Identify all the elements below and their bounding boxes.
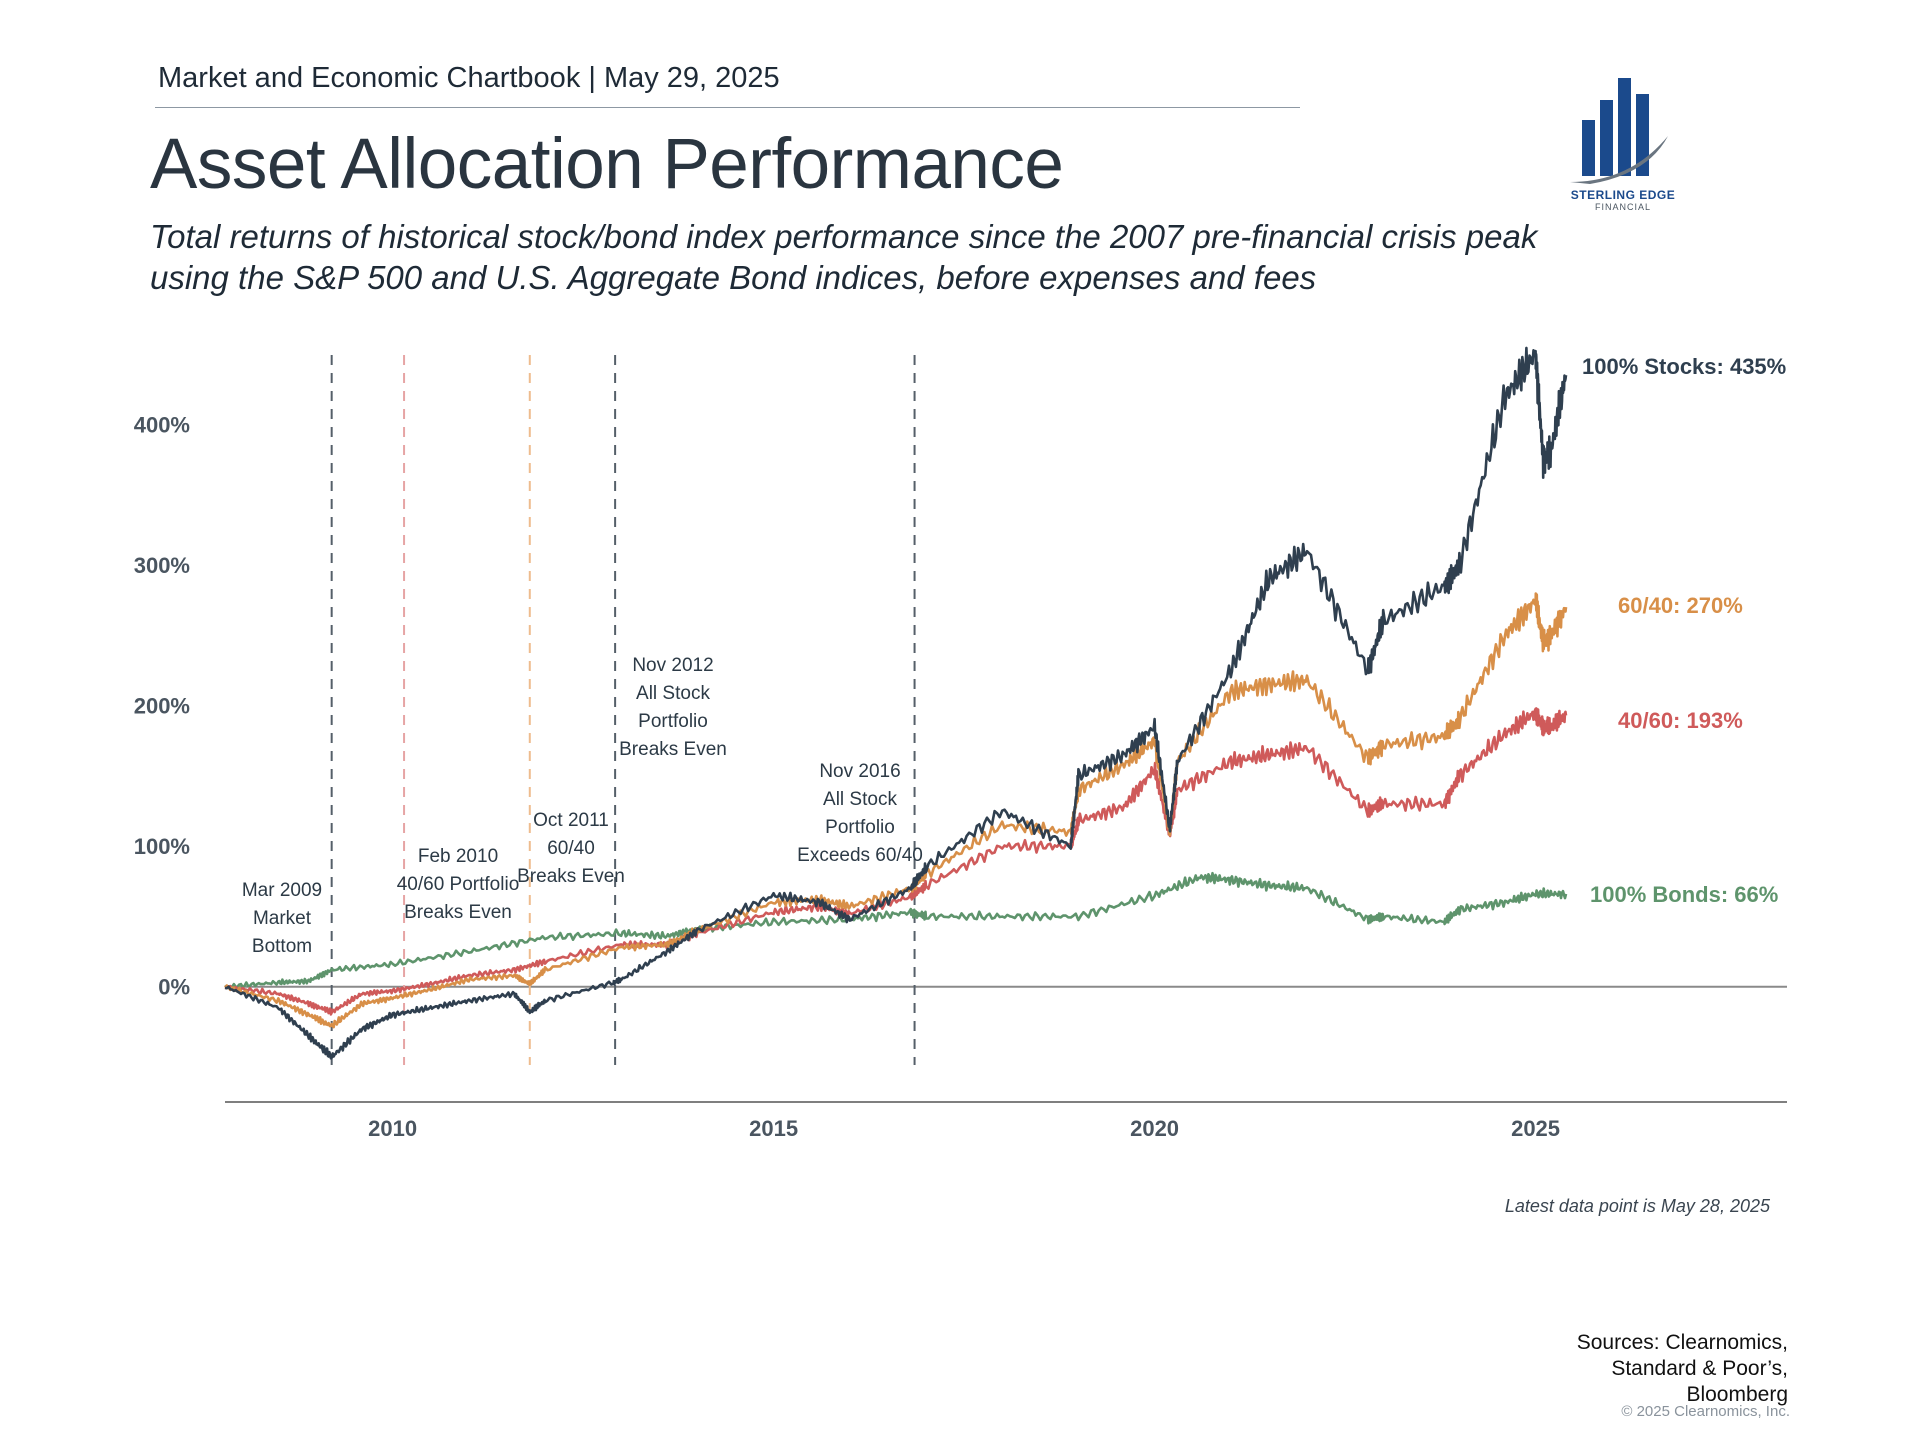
event-annotation: Bottom <box>252 936 312 957</box>
bar-chart-swoosh-logo-icon <box>1570 78 1668 184</box>
source-line: Sources: Clearnomics, <box>1576 1331 1788 1354</box>
chart-subtitle: Total returns of historical stock/bond i… <box>150 218 1538 296</box>
y-tick-label: 400% <box>134 412 190 437</box>
series-line <box>224 707 1568 1016</box>
event-annotation: Breaks Even <box>619 739 727 760</box>
x-tick-label: 2025 <box>1511 1116 1560 1141</box>
y-tick-label: 100% <box>134 834 190 859</box>
series-line <box>224 346 1568 1060</box>
header-divider <box>155 107 1300 108</box>
series-line <box>224 871 1568 989</box>
event-annotation: Mar 2009 <box>242 880 322 901</box>
logo-subname: FINANCIAL <box>1594 202 1651 212</box>
event-annotation: Portfolio <box>638 711 708 732</box>
chartbook-header: Market and Economic Chartbook | May 29, … <box>158 62 780 94</box>
latest-data-note: Latest data point is May 28, 2025 <box>1504 1196 1770 1216</box>
event-annotation: All Stock <box>823 789 897 810</box>
event-annotation: Feb 2010 <box>418 846 498 867</box>
logo-name: STERLING EDGE <box>1570 188 1676 202</box>
event-annotation: 60/40 <box>547 838 595 859</box>
event-annotation: 40/60 Portfolio <box>397 874 520 895</box>
y-tick-label: 0% <box>158 975 190 1000</box>
event-annotation: All Stock <box>636 683 710 704</box>
event-annotation: Exceeds 60/40 <box>797 845 923 866</box>
series-end-label: 60/40: 270% <box>1618 593 1743 618</box>
event-annotation: Breaks Even <box>517 866 625 887</box>
event-annotation: Breaks Even <box>404 902 512 923</box>
series-line <box>223 592 1568 1029</box>
source-line: Standard & Poor’s, <box>1611 1357 1788 1380</box>
source-line: Bloomberg <box>1686 1383 1788 1406</box>
series-end-label: 100% Stocks: 435% <box>1582 354 1786 379</box>
x-tick-label: 2015 <box>749 1116 798 1141</box>
event-annotation: Nov 2016 <box>819 761 900 782</box>
copyright: © 2025 Clearnomics, Inc. <box>1621 1403 1790 1420</box>
event-annotation: Portfolio <box>825 817 895 838</box>
x-tick-label: 2020 <box>1130 1116 1179 1141</box>
event-annotation: Oct 2011 <box>533 810 609 831</box>
x-tick-label: 2010 <box>368 1116 417 1141</box>
event-annotation: Market <box>253 908 312 929</box>
sources-block: Sources: Clearnomics, Standard & Poor’s,… <box>1450 1330 1788 1408</box>
y-tick-label: 200% <box>134 694 190 719</box>
series-end-label: 100% Bonds: 66% <box>1590 882 1778 907</box>
y-tick-label: 300% <box>134 553 190 578</box>
series-end-label: 40/60: 193% <box>1618 708 1743 733</box>
page-title: Asset Allocation Performance <box>150 125 1064 204</box>
event-annotation: Nov 2012 <box>632 655 713 676</box>
